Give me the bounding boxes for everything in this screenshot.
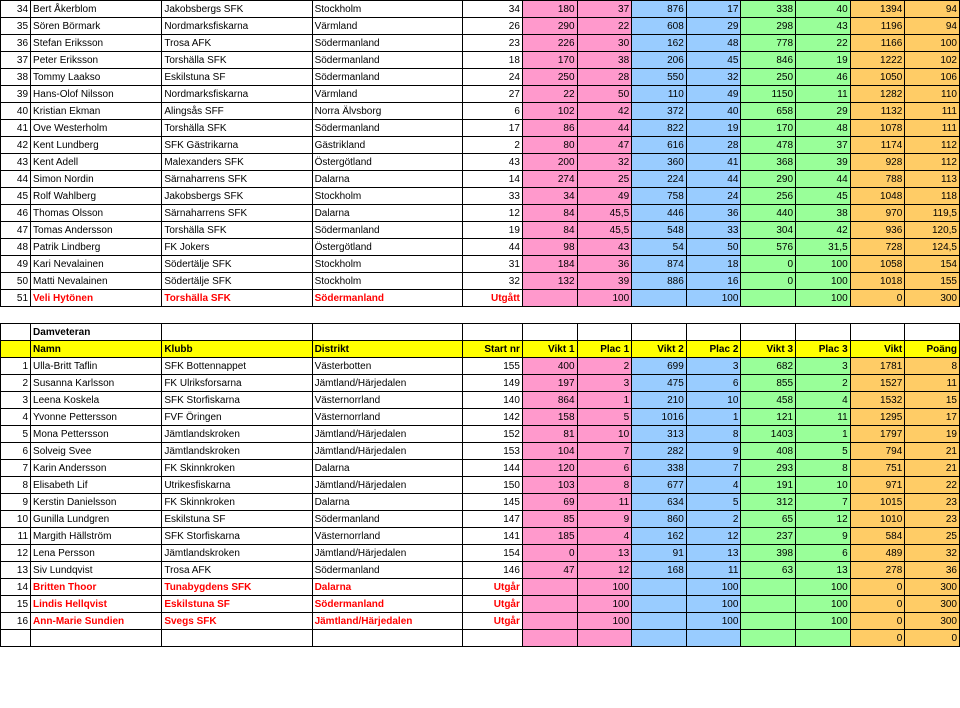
table-row: 39Hans-Olof NilssonNordmarksfiskarnaVärm… [1, 86, 960, 103]
table-row: 38Tommy LaaksoEskilstuna SFSödermanland2… [1, 69, 960, 86]
table-row: 16Ann-Marie SundienSvegs SFKJämtland/Här… [1, 613, 960, 630]
column-header: Plac 2 [686, 341, 741, 358]
table-row: 36Stefan ErikssonTrosa AFKSödermanland23… [1, 35, 960, 52]
table-row: 35Sören BörmarkNordmarksfiskarnaVärmland… [1, 18, 960, 35]
table-row: 6Solveig SveeJämtlandskrokenJämtland/Här… [1, 443, 960, 460]
table-row: 51Veli HytönenTorshälla SFKSödermanlandU… [1, 290, 960, 307]
column-header: Plac 3 [796, 341, 851, 358]
results-table: 34Bert ÅkerblomJakobsbergs SFKStockholm3… [0, 0, 960, 647]
table-row: 41Ove WesterholmTorshälla SFKSödermanlan… [1, 120, 960, 137]
table-row: 40Kristian EkmanAlingsås SFFNorra Älvsbo… [1, 103, 960, 120]
table-row: 43Kent AdellMalexanders SFKÖstergötland4… [1, 154, 960, 171]
table-row: 46Thomas OlssonSärnaharrens SFKDalarna12… [1, 205, 960, 222]
column-header: Vikt [850, 341, 905, 358]
column-header: Distrikt [312, 341, 462, 358]
column-header: Vikt 2 [632, 341, 687, 358]
table-row: 12Lena PerssonJämtlandskrokenJämtland/Hä… [1, 545, 960, 562]
column-header: Klubb [162, 341, 312, 358]
table-row: 1Ulla-Britt TaflinSFK BottennappetVäster… [1, 358, 960, 375]
table-row: 13Siv LundqvistTrosa AFKSödermanland1464… [1, 562, 960, 579]
section-title-row: Damveteran [1, 324, 960, 341]
column-header: Poäng [905, 341, 960, 358]
table-row: 3Leena KoskelaSFK StorfiskarnaVästernorr… [1, 392, 960, 409]
table-row: 50Matti NevalainenSödertälje SFKStockhol… [1, 273, 960, 290]
table-row: 5Mona PetterssonJämtlandskrokenJämtland/… [1, 426, 960, 443]
table-row: 44Simon NordinSärnaharrens SFKDalarna142… [1, 171, 960, 188]
table-row: 8Elisabeth LifUtrikesfiskarnaJämtland/Hä… [1, 477, 960, 494]
column-header: Vikt 3 [741, 341, 796, 358]
table-row: 11Margith HällströmSFK StorfiskarnaVäste… [1, 528, 960, 545]
table-row: 9Kerstin DanielssonFK SkinnkrokenDalarna… [1, 494, 960, 511]
column-header: Start nr [462, 341, 522, 358]
table-row: 37Peter ErikssonTorshälla SFKSödermanlan… [1, 52, 960, 69]
header-row: NamnKlubbDistriktStart nrVikt 1Plac 1Vik… [1, 341, 960, 358]
column-header: Namn [31, 341, 162, 358]
table-row: 4Yvonne PetterssonFVF ÖringenVästernorrl… [1, 409, 960, 426]
table-row: 7Karin AnderssonFK SkinnkrokenDalarna144… [1, 460, 960, 477]
table-row: 42Kent LundbergSFK GästrikarnaGästriklan… [1, 137, 960, 154]
table-row: 14Britten ThoorTunabygdens SFKDalarnaUtg… [1, 579, 960, 596]
column-header [1, 341, 31, 358]
table-row: 34Bert ÅkerblomJakobsbergs SFKStockholm3… [1, 1, 960, 18]
column-header: Vikt 1 [522, 341, 577, 358]
table-row: 15Lindis HellqvistEskilstuna SFSödermanl… [1, 596, 960, 613]
table-row: 00 [1, 630, 960, 647]
column-header: Plac 1 [577, 341, 632, 358]
table-row: 48Patrik LindbergFK JokersÖstergötland44… [1, 239, 960, 256]
section-title: Damveteran [31, 324, 162, 341]
table-row: 2Susanna KarlssonFK UlriksforsarnaJämtla… [1, 375, 960, 392]
table-row: 10Gunilla LundgrenEskilstuna SFSödermanl… [1, 511, 960, 528]
table-row: 49Kari NevalainenSödertälje SFKStockholm… [1, 256, 960, 273]
table-row: 45Rolf WahlbergJakobsbergs SFKStockholm3… [1, 188, 960, 205]
table-row: 47Tomas AnderssonTorshälla SFKSödermanla… [1, 222, 960, 239]
